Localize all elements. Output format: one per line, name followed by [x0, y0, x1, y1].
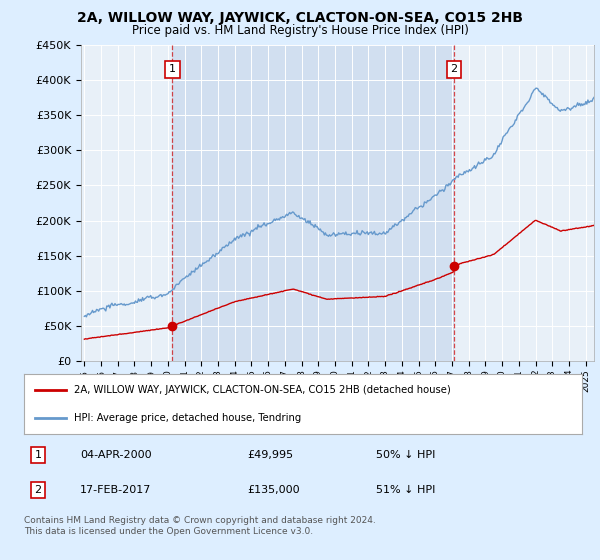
Text: 50% ↓ HPI: 50% ↓ HPI — [376, 450, 435, 460]
Bar — [172, 45, 454, 361]
Text: Contains HM Land Registry data © Crown copyright and database right 2024.
This d: Contains HM Land Registry data © Crown c… — [24, 516, 376, 536]
Text: HPI: Average price, detached house, Tendring: HPI: Average price, detached house, Tend… — [74, 413, 301, 423]
Text: 1: 1 — [169, 64, 176, 74]
Text: £49,995: £49,995 — [247, 450, 293, 460]
Text: 2A, WILLOW WAY, JAYWICK, CLACTON-ON-SEA, CO15 2HB: 2A, WILLOW WAY, JAYWICK, CLACTON-ON-SEA,… — [77, 11, 523, 25]
Text: Price paid vs. HM Land Registry's House Price Index (HPI): Price paid vs. HM Land Registry's House … — [131, 24, 469, 36]
Text: 04-APR-2000: 04-APR-2000 — [80, 450, 151, 460]
Text: £135,000: £135,000 — [247, 484, 300, 494]
Text: 1: 1 — [34, 450, 41, 460]
Text: 2A, WILLOW WAY, JAYWICK, CLACTON-ON-SEA, CO15 2HB (detached house): 2A, WILLOW WAY, JAYWICK, CLACTON-ON-SEA,… — [74, 385, 451, 395]
Text: 2: 2 — [451, 64, 458, 74]
Text: 51% ↓ HPI: 51% ↓ HPI — [376, 484, 435, 494]
Text: 2: 2 — [34, 484, 41, 494]
Text: 17-FEB-2017: 17-FEB-2017 — [80, 484, 151, 494]
